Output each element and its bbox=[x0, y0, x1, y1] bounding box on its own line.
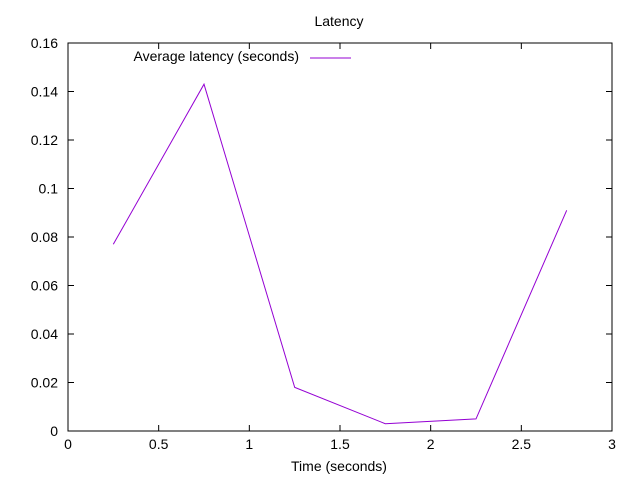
x-tick-label: 1.5 bbox=[330, 436, 350, 452]
x-tick-label: 1 bbox=[245, 436, 253, 452]
y-tick-label: 0.12 bbox=[31, 132, 58, 148]
y-tick-label: 0 bbox=[50, 423, 58, 439]
x-tick-label: 2.5 bbox=[512, 436, 532, 452]
y-tick-label: 0.16 bbox=[31, 35, 58, 51]
x-axis: 0 0.5 1 1.5 2 2.5 3 bbox=[64, 43, 616, 452]
x-tick-label: 2 bbox=[427, 436, 435, 452]
x-tick-label: 0 bbox=[64, 436, 72, 452]
legend: Average latency (seconds) bbox=[134, 48, 351, 64]
latency-line bbox=[112, 82, 568, 425]
x-tick-label: 0.5 bbox=[149, 436, 169, 452]
plot-border bbox=[67, 42, 613, 432]
y-tick-label: 0.06 bbox=[31, 278, 58, 294]
y-tick-label: 0.14 bbox=[31, 84, 58, 100]
legend-label: Average latency (seconds) bbox=[134, 48, 300, 64]
x-axis-label: Time (seconds) bbox=[291, 458, 387, 474]
y-tick-label: 0.02 bbox=[31, 375, 58, 391]
y-tick-label: 0.08 bbox=[31, 229, 58, 245]
y-axis: 0 0.02 0.04 0.06 0.08 0.1 0.12 0.14 0.16 bbox=[31, 35, 612, 439]
chart-title: Latency bbox=[314, 13, 363, 29]
x-tick-label: 3 bbox=[608, 436, 616, 452]
y-tick-label: 0.1 bbox=[39, 181, 59, 197]
y-tick-label: 0.04 bbox=[31, 326, 58, 342]
